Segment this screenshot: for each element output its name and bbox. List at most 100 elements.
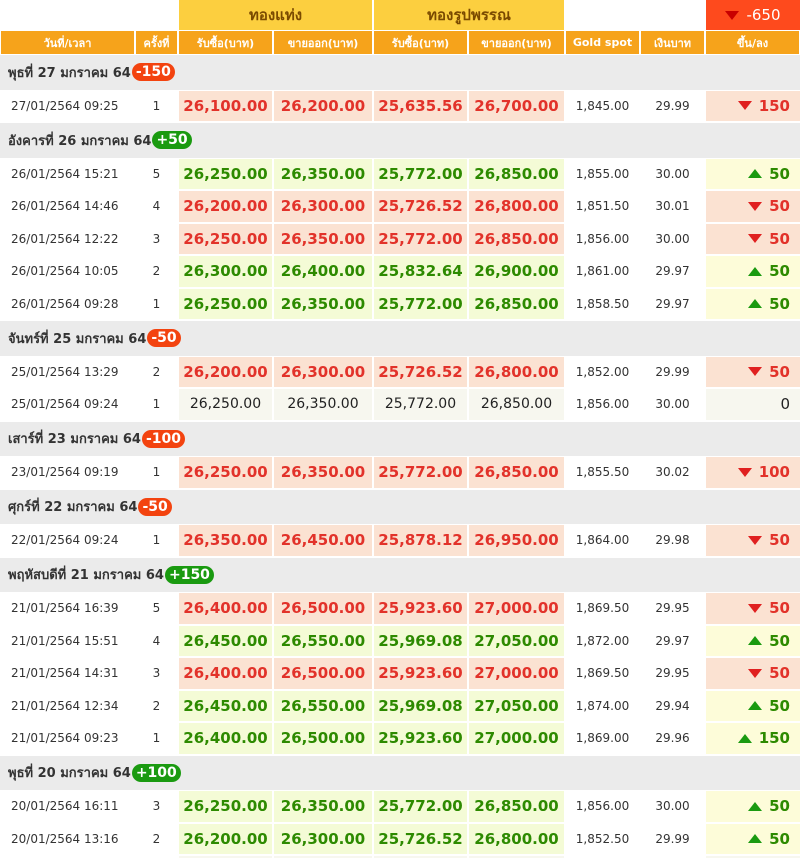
change-value: 50 [769,696,790,715]
change-value: 50 [769,664,790,683]
change-cell: 50 [706,625,800,656]
bar-buy: 26,250.00 [179,223,272,254]
ornament-sell: 27,000.00 [469,658,564,689]
change-value: 50 [769,362,790,381]
change-cell: 150 [706,723,800,754]
day-header: เสาร์ที่ 23 มกราคม 64 -100 [0,421,800,456]
day-label: พฤหัสบดีที่ 21 มกราคม 64 [8,568,164,584]
datetime: 26/01/2564 12:22 [11,231,119,246]
bar-sell: 26,250.00 [274,856,372,858]
day-change-badge: -100 [141,429,186,448]
day-header: พุธที่ 27 มกราคม 64 -150 [0,55,800,90]
ornament-buy: 25,772.00 [374,791,467,822]
datetime: 22/01/2564 09:24 [11,533,119,548]
trend-arrow [748,367,763,377]
column-header: ขายออก(บาท) [274,31,372,54]
ornament-buy: 25,772.00 [374,158,467,189]
round: 1 [152,533,161,548]
change-value: 0 [780,395,790,414]
round: 1 [152,397,161,412]
bar-sell: 26,300.00 [274,356,372,387]
datetime: 26/01/2564 14:46 [11,199,119,214]
round: 2 [152,698,161,713]
column-header: ครั้งที่ [136,31,177,54]
ornament-buy: 25,832.64 [374,256,467,287]
change-cell: 50 [706,823,800,854]
ornament-sell: 27,050.00 [469,625,564,656]
ornament-buy: 25,923.60 [374,658,467,689]
bar-buy: 26,300.00 [179,256,272,287]
ornament-sell: 27,000.00 [469,593,564,624]
ornament-buy: 25,635.56 [374,90,467,121]
change-cell: 100 [706,457,800,488]
bar-buy: 26,450.00 [179,690,272,721]
bar-buy: 26,200.00 [179,356,272,387]
ornament-buy: 25,772.00 [374,223,467,254]
day-header: จันทร์ที่ 25 มกราคม 64 -50 [0,321,800,356]
ornament-buy: 25,969.08 [374,625,467,656]
thb-rate: 30.00 [655,166,690,181]
day-change-badge: -150 [131,63,175,82]
thb-rate: 29.99 [655,831,690,846]
day-change-badge: +50 [152,131,192,150]
round: 1 [152,731,161,746]
gold-spot: 1,869.50 [575,666,630,681]
ornament-sell: 27,000.00 [469,723,564,754]
change-value: 50 [769,531,790,550]
trend-arrow [748,266,763,276]
bar-sell: 26,350.00 [274,389,372,420]
trend-arrow [748,668,763,678]
bar-sell: 26,350.00 [274,457,372,488]
change-cell: 50 [706,158,800,189]
gold-spot: 1,855.50 [575,465,630,480]
round: 4 [152,633,161,648]
gold-spot: 1,869.00 [575,731,630,746]
datetime: 26/01/2564 15:21 [11,166,119,181]
ornament-buy: 25,969.08 [374,690,467,721]
ornament-buy: 25,878.12 [374,525,467,556]
change-cell: 150 [706,90,800,121]
change-cell: 50 [706,356,800,387]
gold-spot: 1,845.00 [575,98,630,113]
ornament-buy: 25,726.52 [374,356,467,387]
trend-arrow [748,234,763,244]
round: 2 [152,264,161,279]
round: 1 [152,296,161,311]
change-cell: 0 [706,856,800,858]
day-label: จันทร์ที่ 25 มกราคม 64 [8,331,147,347]
ornament-sell: 26,950.00 [469,525,564,556]
column-header: เงินบาท [641,31,704,54]
day-label: ศุกร์ที่ 22 มกราคม 64 [8,500,138,516]
bar-sell: 26,550.00 [274,690,372,721]
datetime: 21/01/2564 16:39 [11,601,119,616]
gold-spot: 1,872.00 [575,633,630,648]
bar-buy: 26,250.00 [179,158,272,189]
datetime: 23/01/2564 09:19 [11,465,119,480]
trend-arrow [748,801,763,811]
bar-sell: 26,300.00 [274,191,372,222]
day-header: ศุกร์ที่ 22 มกราคม 64 -50 [0,489,800,524]
thb-rate: 29.98 [655,533,690,548]
gold-spot: 1,861.00 [575,264,630,279]
ornament-sell: 26,850.00 [469,457,564,488]
round: 3 [152,666,161,681]
bar-buy: 26,200.00 [179,823,272,854]
bar-buy: 26,450.00 [179,625,272,656]
bar-buy: 26,100.00 [179,90,272,121]
day-header: พุธที่ 20 มกราคม 64 +100 [0,755,800,790]
day-label: อังคารที่ 26 มกราคม 64 [8,133,152,149]
gold-spot: 1,851.50 [575,199,630,214]
change-value: 50 [769,294,790,313]
thb-rate: 30.00 [655,397,690,412]
column-header: รับซื้อ(บาท) [179,31,272,54]
thb-rate: 29.97 [655,296,690,311]
bar-buy: 26,150.00 [179,856,272,858]
ornament-sell: 26,750.00 [469,856,564,858]
thb-rate: 30.01 [655,199,690,214]
total-change-value: -650 [746,6,781,24]
trend-arrow [737,101,752,111]
ornament-buy: 25,726.52 [374,191,467,222]
bar-buy: 26,250.00 [179,457,272,488]
datetime: 21/01/2564 14:31 [11,666,119,681]
ornament-sell: 26,800.00 [469,356,564,387]
